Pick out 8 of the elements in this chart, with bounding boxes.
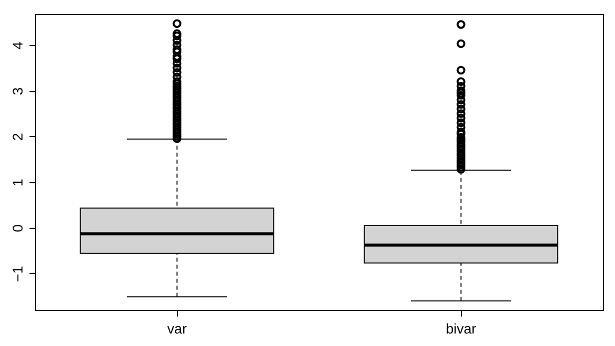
x-tick-label: bivar (446, 320, 477, 336)
y-tick-label: 2 (10, 132, 26, 141)
y-tick-label: −1 (10, 266, 26, 282)
y-tick-label: 1 (10, 178, 26, 186)
y-tick-label: 0 (10, 224, 26, 232)
x-tick-label: var (167, 320, 188, 336)
y-tick-label: 3 (10, 87, 26, 96)
y-tick-label: 4 (10, 41, 26, 50)
